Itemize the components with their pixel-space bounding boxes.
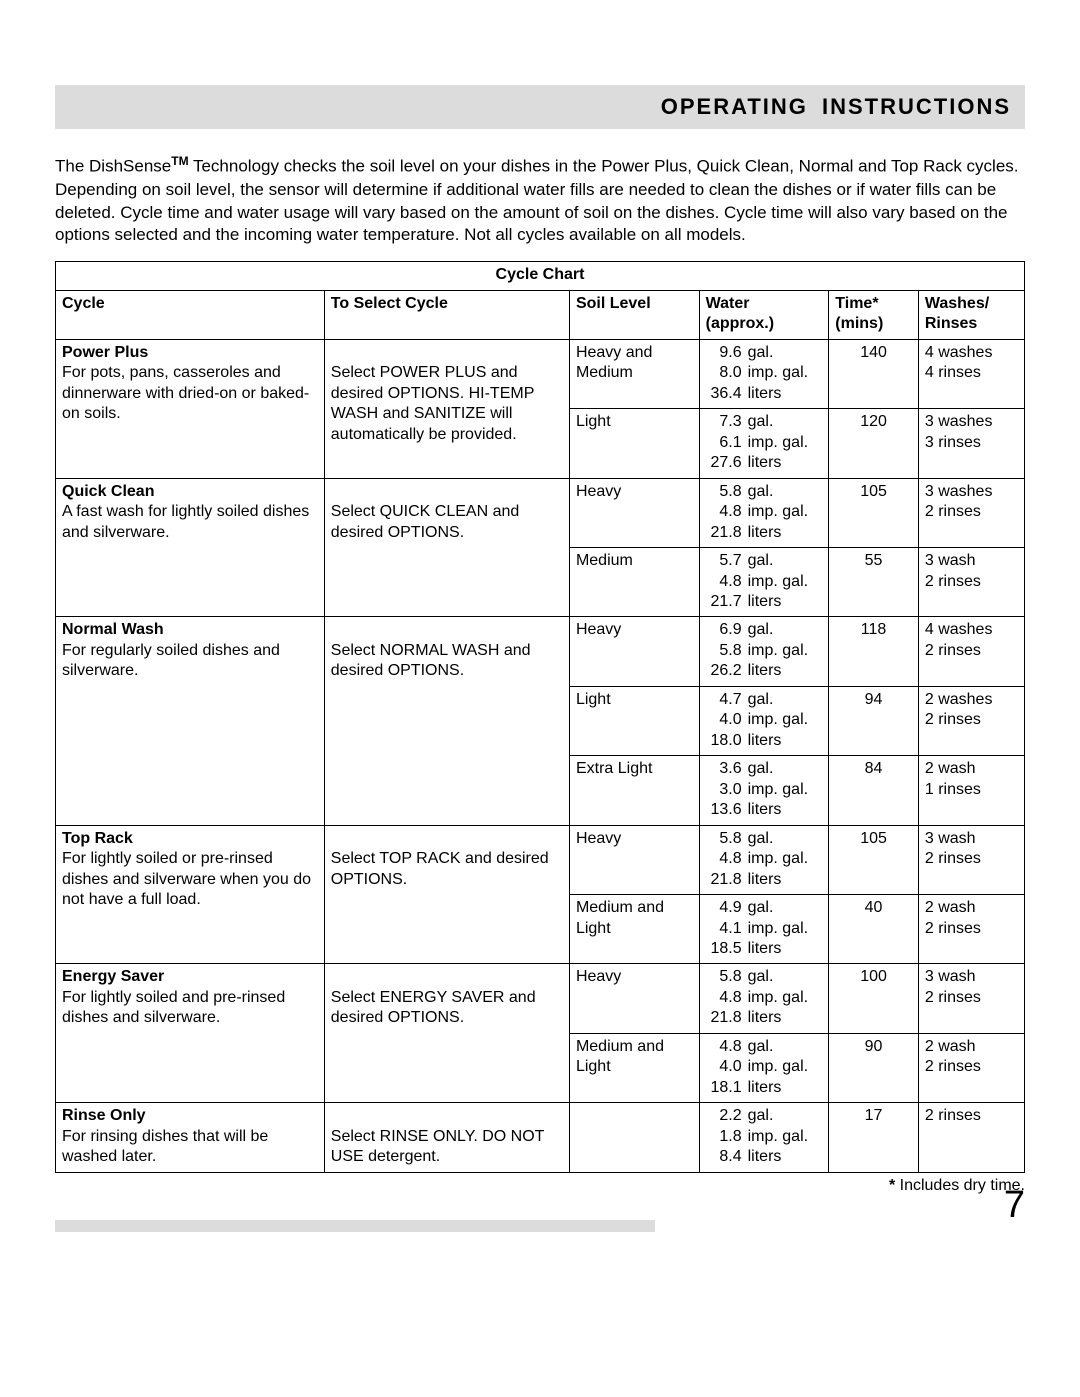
cycle-cell: Energy SaverFor lightly soiled and pre-r… [56,964,325,1103]
table-row: Normal WashFor regularly soiled dishes a… [56,617,1025,686]
page-title: OPERATING INSTRUCTIONS [661,94,1011,120]
time-cell: 94 [829,686,919,755]
water-cell: 4.7gal.4.0imp. gal.18.0liters [699,686,829,755]
intro-prefix: The DishSense [55,157,171,176]
cycle-cell: Quick CleanA fast wash for lightly soile… [56,478,325,617]
table-header-row: Cycle To Select Cycle Soil Level Water (… [56,290,1025,339]
time-cell: 105 [829,478,919,547]
time-cell: 90 [829,1033,919,1102]
wr-cell: 3 wash2 rinses [918,825,1024,894]
table-row: Power PlusFor pots, pans, casseroles and… [56,339,1025,408]
select-cell: Select ENERGY SAVER and desired OPTIONS. [324,964,569,1103]
header-bar: OPERATING INSTRUCTIONS [55,85,1025,129]
table-row: Top RackFor lightly soiled or pre-rinsed… [56,825,1025,894]
soil-cell: Heavy and Medium [569,339,699,408]
wr-cell: 2 rinses [918,1103,1024,1172]
intro-paragraph: The DishSenseTM Technology checks the so… [55,153,1025,247]
soil-cell: Heavy [569,617,699,686]
cycle-cell: Power PlusFor pots, pans, casseroles and… [56,339,325,478]
wr-cell: 4 washes2 rinses [918,617,1024,686]
time-cell: 118 [829,617,919,686]
time-cell: 17 [829,1103,919,1172]
table-row: Quick CleanA fast wash for lightly soile… [56,478,1025,547]
water-cell: 5.7gal.4.8imp. gal.21.7liters [699,548,829,617]
soil-cell: Medium and Light [569,895,699,964]
water-cell: 6.9gal.5.8imp. gal.26.2liters [699,617,829,686]
select-cell: Select NORMAL WASH and desired OPTIONS. [324,617,569,825]
water-cell: 5.8gal.4.8imp. gal.21.8liters [699,964,829,1033]
wr-cell: 3 wash2 rinses [918,548,1024,617]
wr-cell: 3 washes2 rinses [918,478,1024,547]
water-cell: 9.6gal.8.0imp. gal.36.4liters [699,339,829,408]
table-row: Rinse OnlyFor rinsing dishes that will b… [56,1103,1025,1172]
wr-cell: 3 washes3 rinses [918,409,1024,478]
col-header-soil: Soil Level [569,290,699,339]
col-header-time: Time* (mins) [829,290,919,339]
wr-cell: 2 wash1 rinses [918,756,1024,825]
wr-cell: 3 wash2 rinses [918,964,1024,1033]
water-cell: 3.6gal.3.0imp. gal.13.6liters [699,756,829,825]
select-cell: Select TOP RACK and desired OPTIONS. [324,825,569,964]
trademark-icon: TM [171,154,188,168]
wr-cell: 2 wash2 rinses [918,895,1024,964]
water-cell: 5.8gal.4.8imp. gal.21.8liters [699,478,829,547]
soil-cell: Heavy [569,478,699,547]
table-row: Energy SaverFor lightly soiled and pre-r… [56,964,1025,1033]
time-cell: 120 [829,409,919,478]
cycle-chart-table: Cycle Chart Cycle To Select Cycle Soil L… [55,261,1025,1172]
intro-rest: Technology checks the soil level on your… [55,157,1019,245]
footer-bar [55,1220,655,1232]
time-cell: 55 [829,548,919,617]
col-header-wr: Washes/ Rinses [918,290,1024,339]
soil-cell [569,1103,699,1172]
water-cell: 4.9gal.4.1imp. gal.18.5liters [699,895,829,964]
table-title-row: Cycle Chart [56,262,1025,290]
cycle-cell: Rinse OnlyFor rinsing dishes that will b… [56,1103,325,1172]
wr-cell: 4 washes4 rinses [918,339,1024,408]
cycle-cell: Normal WashFor regularly soiled dishes a… [56,617,325,825]
page-number: 7 [1004,1184,1025,1227]
cycle-cell: Top RackFor lightly soiled or pre-rinsed… [56,825,325,964]
time-cell: 140 [829,339,919,408]
time-cell: 40 [829,895,919,964]
soil-cell: Medium [569,548,699,617]
table-title: Cycle Chart [56,262,1025,290]
col-header-cycle: Cycle [56,290,325,339]
select-cell: Select POWER PLUS and desired OPTIONS. H… [324,339,569,478]
water-cell: 4.8gal.4.0imp. gal.18.1liters [699,1033,829,1102]
water-cell: 5.8gal.4.8imp. gal.21.8liters [699,825,829,894]
time-cell: 84 [829,756,919,825]
water-cell: 7.3gal.6.1imp. gal.27.6liters [699,409,829,478]
col-header-water: Water (approx.) [699,290,829,339]
select-cell: Select QUICK CLEAN and desired OPTIONS. [324,478,569,617]
soil-cell: Heavy [569,964,699,1033]
footnote: * Includes dry time. [55,1177,1025,1195]
soil-cell: Extra Light [569,756,699,825]
water-cell: 2.2gal.1.8imp. gal.8.4liters [699,1103,829,1172]
soil-cell: Light [569,686,699,755]
wr-cell: 2 wash2 rinses [918,1033,1024,1102]
time-cell: 105 [829,825,919,894]
soil-cell: Light [569,409,699,478]
select-cell: Select RINSE ONLY. DO NOT USE detergent. [324,1103,569,1172]
time-cell: 100 [829,964,919,1033]
wr-cell: 2 washes2 rinses [918,686,1024,755]
soil-cell: Medium and Light [569,1033,699,1102]
col-header-select: To Select Cycle [324,290,569,339]
soil-cell: Heavy [569,825,699,894]
